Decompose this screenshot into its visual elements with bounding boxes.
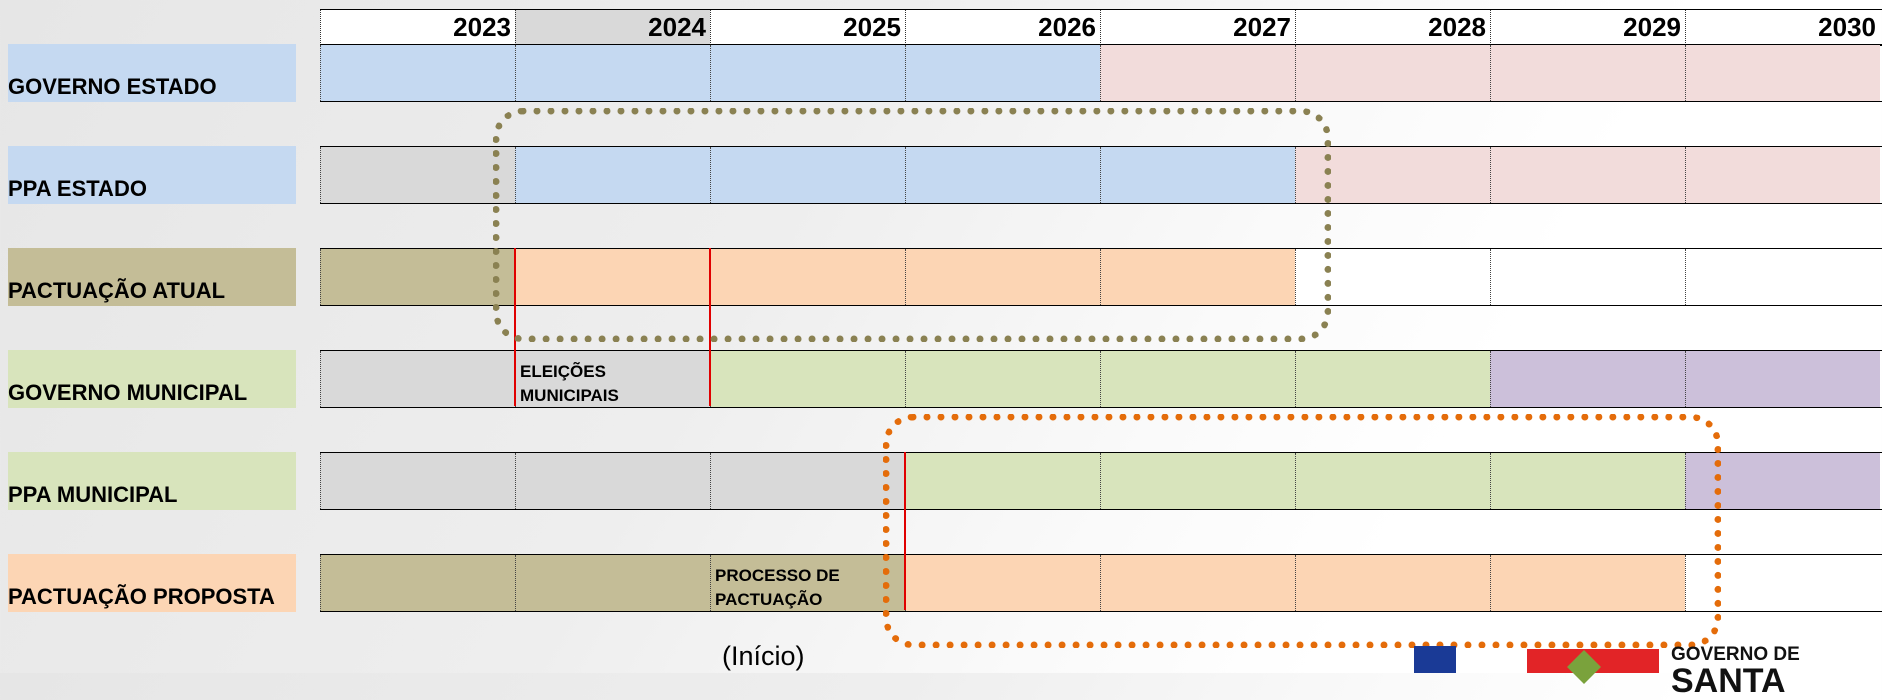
year-2025: 2025	[710, 10, 905, 45]
period-cell-2027	[1100, 453, 1295, 509]
period-cell-2029	[1490, 555, 1685, 611]
row-label: GOVERNO MUNICIPAL	[8, 350, 296, 408]
period-cell-2024	[515, 453, 710, 509]
period-cell-2027	[1100, 45, 1295, 101]
period-cell-2023	[320, 147, 515, 203]
cell-note: PROCESSO DE PACTUAÇÃO	[715, 566, 840, 609]
period-cell-2026	[905, 249, 1100, 305]
period-cell-2025	[710, 249, 905, 305]
period-cell-2029	[1490, 45, 1685, 101]
period-cell-2026	[905, 453, 1100, 509]
cell-note: ELEIÇÕES MUNICIPAIS	[520, 362, 619, 405]
period-cell-2026	[905, 147, 1100, 203]
timeline-bar-row	[320, 146, 1882, 204]
period-cell-2025	[710, 147, 905, 203]
proposed-agreement-highlight-box	[883, 414, 1721, 648]
row-label: GOVERNO ESTADO	[8, 44, 296, 102]
timeline-bar-row	[320, 452, 1882, 510]
period-cell-2025	[710, 453, 905, 509]
period-cell-2030	[1685, 45, 1880, 101]
period-cell-2029	[1490, 249, 1685, 305]
year-2024: 2024	[515, 10, 710, 45]
period-cell-2026	[905, 351, 1100, 407]
year-2028: 2028	[1295, 10, 1490, 45]
period-cell-2025	[710, 351, 905, 407]
year-2023: 2023	[320, 10, 515, 45]
row-label: PPA ESTADO	[8, 146, 296, 204]
period-cell-2030	[1685, 147, 1880, 203]
period-cell-2023	[320, 453, 515, 509]
period-cell-2026	[905, 45, 1100, 101]
year-2026: 2026	[905, 10, 1100, 45]
period-cell-2024	[515, 147, 710, 203]
period-cell-2030	[1685, 249, 1880, 305]
period-cell-2025	[710, 45, 905, 101]
row-label: PACTUAÇÃO ATUAL	[8, 248, 296, 306]
period-cell-2028	[1295, 45, 1490, 101]
period-cell-2029	[1490, 453, 1685, 509]
period-cell-2028	[1295, 555, 1490, 611]
period-cell-2027	[1100, 351, 1295, 407]
caption: (Início)	[722, 641, 805, 671]
year-2030: 2030	[1685, 10, 1880, 45]
period-cell-2023	[320, 351, 515, 407]
period-cell-2028	[1295, 453, 1490, 509]
flag-icon	[1414, 646, 1456, 673]
period-cell-2024	[515, 249, 710, 305]
year-2027: 2027	[1100, 10, 1295, 45]
current-agreement-highlight-box	[493, 108, 1331, 342]
period-cell-2027	[1100, 249, 1295, 305]
period-cell-2024	[515, 555, 710, 611]
period-cell-2024: ELEIÇÕES MUNICIPAIS	[515, 351, 710, 407]
period-cell-2027	[1100, 555, 1295, 611]
timeline-diagram: 2023 2024 2025 2026 2027 2028 2029 2030 GOVERNO…	[8, 9, 1882, 698]
period-cell-2028	[1295, 351, 1490, 407]
logo-text-line2: SANTA	[1671, 662, 1786, 700]
period-cell-2026	[905, 555, 1100, 611]
period-cell-2025: PROCESSO DE PACTUAÇÃO	[710, 555, 905, 611]
timeline-bar-row	[320, 44, 1882, 102]
period-cell-2027	[1100, 147, 1295, 203]
period-cell-2029	[1490, 351, 1685, 407]
year-header: 2023 2024 2025 2026 2027 2028 2029 2030	[320, 9, 1882, 46]
period-cell-2023	[320, 249, 515, 305]
period-cell-2030	[1685, 351, 1880, 407]
period-cell-2023	[320, 555, 515, 611]
period-cell-2029	[1490, 147, 1685, 203]
row-label: PPA MUNICIPAL	[8, 452, 296, 510]
year-2029: 2029	[1490, 10, 1685, 45]
period-divider-line	[709, 248, 711, 406]
period-divider-line	[904, 452, 906, 610]
timeline-bar-row	[320, 248, 1882, 306]
logo-text-line1: GOVERNO DE	[1671, 644, 1800, 665]
timeline-bar-row: ELEIÇÕES MUNICIPAIS	[320, 350, 1882, 408]
period-cell-2023	[320, 45, 515, 101]
period-cell-2024	[515, 45, 710, 101]
row-label: PACTUAÇÃO PROPOSTA	[8, 554, 296, 612]
